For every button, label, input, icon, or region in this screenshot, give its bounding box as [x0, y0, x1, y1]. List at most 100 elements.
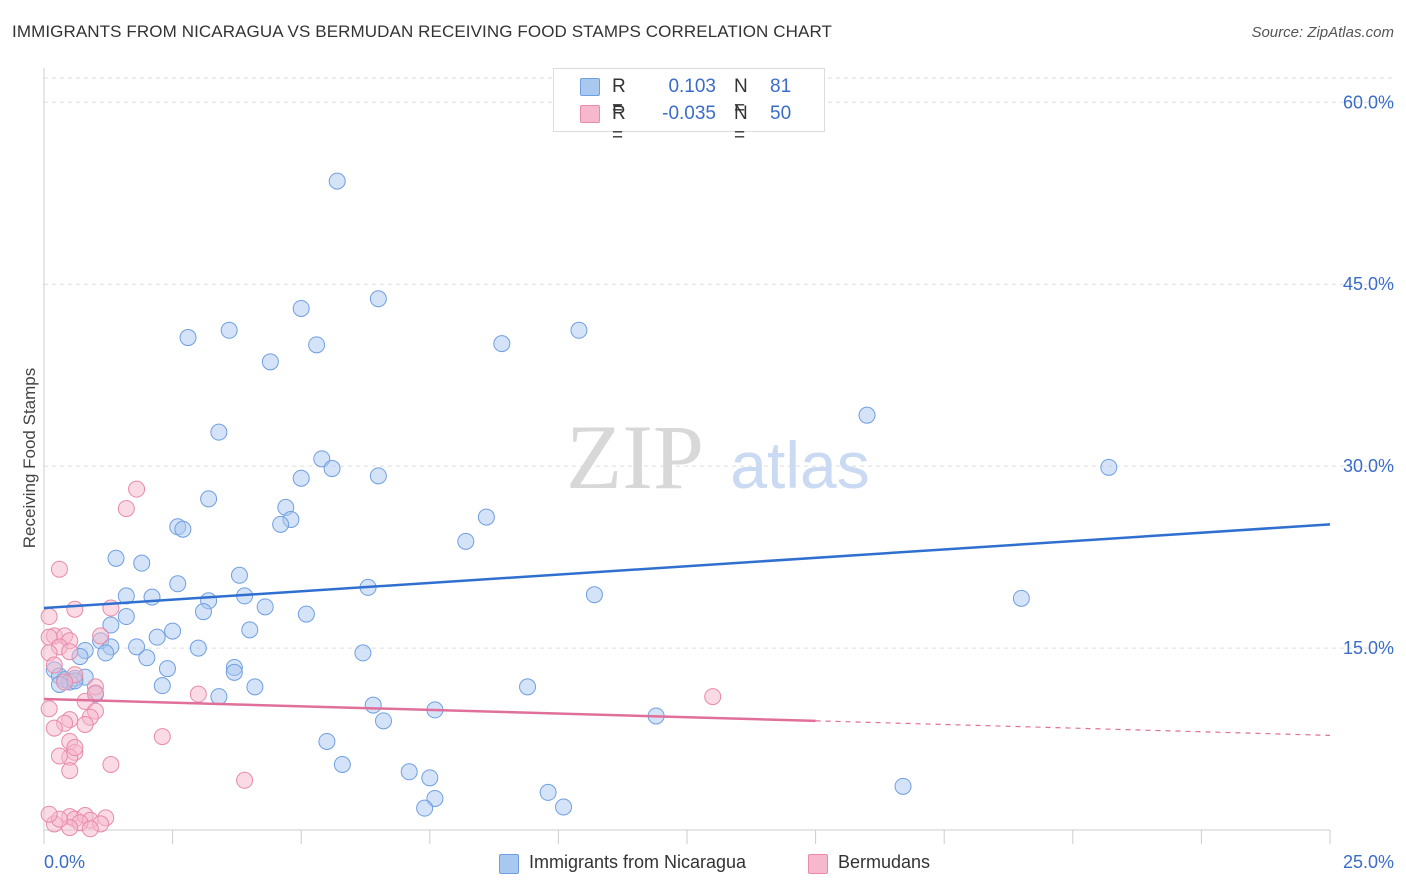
point-nicaragua — [308, 336, 326, 354]
watermark-atlas: atlas — [730, 428, 869, 502]
point-bermudans — [92, 627, 110, 645]
chart-title: IMMIGRANTS FROM NICARAGUA VS BERMUDAN RE… — [12, 22, 832, 41]
point-bermudans — [189, 685, 207, 703]
point-bermudans — [153, 728, 171, 746]
legend-r-label: R = — [612, 103, 626, 146]
legend-n-label: N = — [734, 76, 748, 119]
point-bermudans — [102, 756, 120, 774]
gridlines — [44, 77, 1394, 649]
point-nicaragua — [328, 172, 346, 190]
tick-labels: 15.0% 30.0% 45.0% 60.0% 0.0% 25.0% — [44, 92, 1394, 872]
legend-n-label: N = — [734, 103, 748, 146]
legend-swatch-pink — [580, 105, 600, 123]
point-nicaragua — [117, 608, 135, 626]
point-bermudans — [81, 820, 99, 838]
point-nicaragua — [539, 783, 557, 801]
point-bermudans — [61, 762, 79, 780]
y-tick-label: 30.0% — [1343, 456, 1394, 476]
x-tick-label: 0.0% — [44, 852, 85, 872]
trendline-bermudans-extrapolated — [815, 720, 1331, 736]
point-nicaragua — [555, 798, 573, 816]
point-nicaragua — [261, 353, 279, 371]
point-nicaragua — [318, 732, 336, 750]
bottom-legend-label: Bermudans — [838, 852, 931, 872]
point-bermudans — [40, 608, 58, 626]
point-nicaragua — [457, 532, 475, 550]
point-nicaragua — [333, 756, 351, 774]
point-nicaragua — [297, 605, 315, 623]
legend-r-value: 0.103 — [668, 76, 716, 97]
point-bermudans — [40, 700, 58, 718]
point-bermudans — [128, 480, 146, 498]
point-nicaragua — [225, 663, 243, 681]
bottom-legend-swatch-blue — [499, 854, 519, 874]
bottom-legend-swatch-pink — [808, 854, 828, 874]
trendline-bermudans — [43, 697, 816, 723]
point-bermudans — [704, 688, 722, 706]
point-nicaragua — [189, 639, 207, 657]
point-nicaragua — [570, 321, 588, 339]
point-nicaragua — [477, 508, 495, 526]
point-bermudans — [117, 500, 135, 518]
point-nicaragua — [148, 628, 166, 646]
point-nicaragua — [323, 460, 341, 478]
point-nicaragua — [894, 777, 912, 795]
point-nicaragua — [1012, 589, 1030, 607]
point-bermudans — [61, 643, 79, 661]
point-bermudans — [66, 600, 84, 618]
point-nicaragua — [354, 644, 372, 662]
point-nicaragua — [1100, 458, 1118, 476]
axes — [43, 68, 1331, 844]
source-label: Source: ZipAtlas.com — [1251, 24, 1394, 41]
point-nicaragua — [107, 549, 125, 567]
point-nicaragua — [421, 769, 439, 787]
point-nicaragua — [153, 677, 171, 695]
point-bermudans — [76, 715, 94, 733]
point-nicaragua — [158, 660, 176, 678]
point-nicaragua — [194, 603, 212, 621]
point-nicaragua — [256, 598, 274, 616]
series-bermudans-points — [40, 480, 722, 838]
point-nicaragua — [179, 329, 197, 347]
watermark: ZIP atlas — [566, 406, 870, 508]
point-bermudans — [66, 739, 84, 757]
correlation-legend: R = 0.103 N = 81 R = -0.035 N = 50 — [553, 68, 825, 146]
y-tick-label: 60.0% — [1343, 92, 1394, 112]
point-nicaragua — [375, 712, 393, 730]
point-nicaragua — [138, 649, 156, 667]
point-nicaragua — [210, 688, 228, 706]
y-tick-label: 15.0% — [1343, 638, 1394, 658]
point-bermudans — [236, 771, 254, 789]
trend-lines — [43, 523, 1331, 736]
point-bermudans — [56, 673, 74, 691]
point-nicaragua — [272, 515, 290, 533]
point-bermudans — [50, 560, 68, 578]
point-nicaragua — [292, 469, 310, 487]
x-tick-label: 25.0% — [1343, 852, 1394, 872]
point-nicaragua — [292, 299, 310, 317]
point-nicaragua — [97, 644, 115, 662]
point-nicaragua — [174, 520, 192, 538]
point-nicaragua — [246, 678, 264, 696]
watermark-zip: ZIP — [566, 406, 704, 508]
point-nicaragua — [416, 799, 434, 817]
point-nicaragua — [369, 467, 387, 485]
point-nicaragua — [102, 616, 120, 634]
bottom-legend-label: Immigrants from Nicaragua — [529, 852, 747, 872]
point-nicaragua — [585, 586, 603, 604]
point-nicaragua — [369, 290, 387, 308]
point-bermudans — [40, 805, 58, 823]
point-nicaragua — [143, 588, 161, 606]
point-nicaragua — [169, 575, 187, 593]
point-nicaragua — [493, 335, 511, 353]
legend-n-value: 50 — [770, 103, 792, 124]
legend-r-value: -0.035 — [662, 103, 716, 124]
legend-swatch-blue — [580, 78, 600, 96]
point-nicaragua — [164, 622, 182, 640]
point-nicaragua — [400, 763, 418, 781]
point-bermudans — [45, 719, 63, 737]
point-nicaragua — [133, 554, 151, 572]
point-nicaragua — [128, 638, 146, 656]
legend-r-label: R = — [612, 76, 626, 119]
